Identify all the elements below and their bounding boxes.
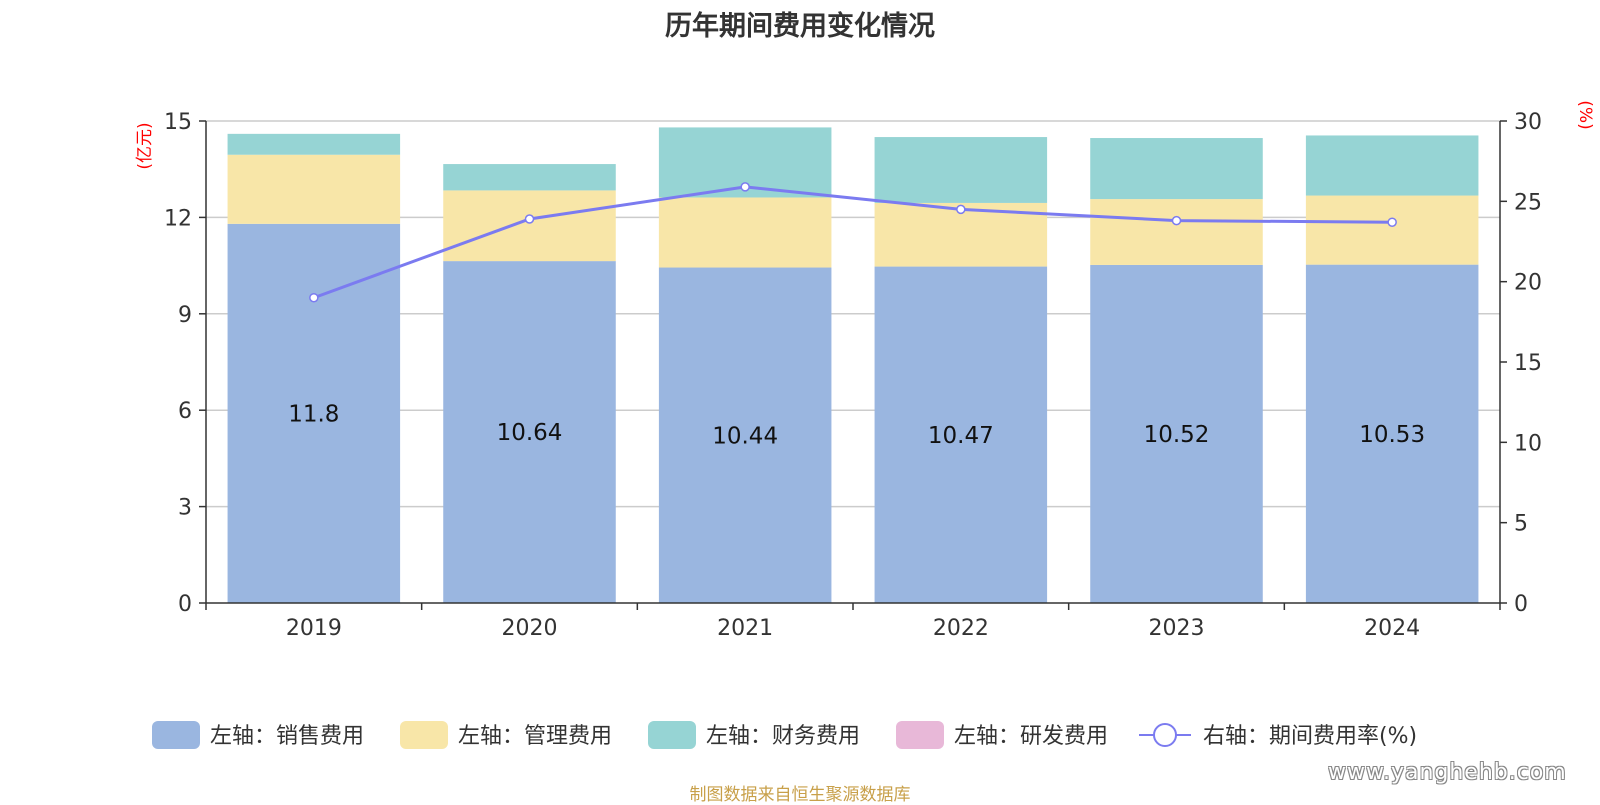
right-tick-label: 30 <box>1514 110 1542 135</box>
bar-segment <box>1305 135 1479 196</box>
legend-label: 左轴：研发费用 <box>954 724 1108 749</box>
bar-segment <box>1305 195 1479 265</box>
bar-value-label: 10.47 <box>928 423 994 449</box>
chart-area: 0 3 6 9 12 15 (亿元) 0 5 10 15 20 25 30 (%) 2019 2020 2021 2… <box>135 100 1595 749</box>
left-tick-label: 12 <box>164 206 192 231</box>
rate-line <box>313 185 1393 300</box>
legend-marker <box>1153 723 1177 747</box>
bar-value-label: 11.8 <box>288 401 339 427</box>
data-labels: 11.8 10.64 10.44 10.47 10.52 10.53 <box>288 401 1425 449</box>
legend-label: 左轴：管理费用 <box>458 724 612 749</box>
right-tick-label: 5 <box>1514 512 1528 537</box>
legend-swatch <box>152 721 200 749</box>
bar-value-label: 10.44 <box>712 423 778 449</box>
legend-label: 右轴：期间费用率(%) <box>1203 724 1417 749</box>
left-tick-label: 0 <box>178 592 192 617</box>
x-tick-label: 2024 <box>1364 616 1420 641</box>
legend-label: 左轴：财务费用 <box>706 724 860 749</box>
x-tick-label: 2023 <box>1149 616 1205 641</box>
rate-point <box>740 182 750 192</box>
right-tick-label: 15 <box>1514 351 1542 376</box>
bar-segment <box>658 267 832 603</box>
bar-segment <box>874 266 1048 603</box>
rate-point <box>956 204 966 215</box>
bar-segment <box>227 223 401 603</box>
right-tick-label: 0 <box>1514 592 1528 617</box>
legend-swatch <box>896 721 944 749</box>
left-tick-label: 9 <box>178 303 192 328</box>
line-series <box>309 182 1397 303</box>
bar-segment <box>658 197 832 268</box>
x-tick-label: 2020 <box>502 616 558 641</box>
right-tick-label: 10 <box>1514 431 1542 456</box>
bar-segment <box>227 133 401 155</box>
rate-point <box>1171 215 1182 226</box>
legend-swatch <box>648 721 696 749</box>
bar-value-label: 10.53 <box>1359 422 1425 448</box>
left-tick-label: 6 <box>178 399 192 424</box>
axes: 0 3 6 9 12 15 (亿元) 0 5 10 15 20 25 30 (%) 2019 2020 2021 2… <box>135 100 1595 641</box>
bar-value-label: 10.52 <box>1144 422 1210 448</box>
left-tick-label: 15 <box>164 110 192 135</box>
right-tick-label: 20 <box>1514 271 1542 296</box>
bar-segment <box>443 261 616 603</box>
legend-swatch <box>400 721 448 749</box>
x-tick-label: 2022 <box>933 616 989 641</box>
x-tick-label: 2019 <box>286 616 342 641</box>
bar-segment <box>443 164 616 191</box>
bar-segment <box>1305 264 1479 603</box>
bar-value-label: 10.64 <box>497 420 563 446</box>
left-axis-label: (亿元) <box>135 122 155 169</box>
bar-segment <box>443 190 616 262</box>
watermark: www.yanghehb.com <box>1328 760 1567 785</box>
gridlines <box>206 120 1500 508</box>
bar-segment <box>1090 138 1263 200</box>
rate-point <box>1387 217 1397 227</box>
left-tick-label: 3 <box>178 496 192 521</box>
legend-label: 左轴：销售费用 <box>210 724 364 749</box>
bar-segment <box>1090 199 1263 265</box>
rate-point <box>524 214 535 224</box>
bar-segment <box>1090 264 1263 603</box>
right-tick-label: 25 <box>1514 190 1542 215</box>
chart-title: 历年期间费用变化情况 <box>665 11 935 42</box>
right-axis-label: (%) <box>1575 100 1595 129</box>
bar-segment <box>227 154 401 224</box>
bar-segment <box>874 137 1048 203</box>
rate-point <box>309 292 319 303</box>
x-tick-label: 2021 <box>717 616 773 641</box>
legend: 左轴：销售费用 左轴：管理费用 左轴：财务费用 左轴：研发费用 右轴：期间费用率(%) <box>152 721 1417 749</box>
